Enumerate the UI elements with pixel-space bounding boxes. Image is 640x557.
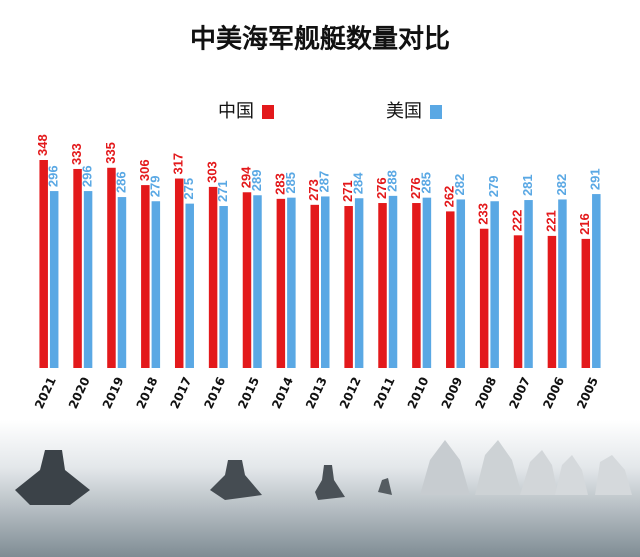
x-tick-label: 2012 [337, 375, 364, 411]
bar [547, 235, 557, 368]
x-tick-label: 2021 [32, 375, 59, 411]
value-label: 279 [147, 176, 162, 198]
x-tick-label: 2010 [405, 375, 432, 411]
x-tick-label: 2009 [439, 375, 466, 411]
bar [310, 204, 319, 368]
value-label: 279 [486, 176, 501, 198]
value-label: 276 [408, 177, 423, 199]
value-label: 216 [577, 213, 592, 235]
value-label: 306 [137, 159, 152, 181]
value-label: 271 [215, 180, 230, 202]
bar [581, 238, 591, 368]
x-tick-label: 2015 [235, 375, 262, 411]
value-label: 275 [181, 178, 196, 200]
value-label: 348 [35, 134, 50, 156]
value-label: 233 [476, 203, 491, 225]
value-label: 303 [205, 161, 220, 183]
value-label: 287 [317, 171, 332, 193]
bar [446, 211, 455, 368]
bar [490, 201, 499, 368]
value-label: 282 [554, 174, 569, 196]
value-label: 335 [103, 142, 118, 164]
x-tick-label: 2013 [303, 375, 330, 411]
bar [185, 203, 194, 368]
background-photo [0, 420, 640, 557]
bar [208, 186, 218, 368]
value-label: 271 [340, 180, 355, 202]
bar [276, 198, 286, 368]
bar [456, 199, 466, 368]
value-label: 283 [272, 173, 287, 195]
legend-swatch [262, 105, 274, 119]
bar [592, 194, 601, 368]
value-label: 285 [283, 172, 298, 194]
value-label: 284 [351, 172, 366, 194]
x-tick-label: 2018 [134, 375, 161, 411]
value-label: 273 [306, 179, 321, 201]
bar [378, 203, 387, 368]
bar [39, 160, 48, 368]
x-tick-label: 2019 [100, 375, 127, 411]
value-label: 282 [452, 174, 467, 196]
value-label: 286 [113, 171, 128, 193]
bar [513, 235, 523, 368]
bar [479, 228, 489, 368]
value-label: 222 [509, 210, 524, 232]
bar [117, 197, 127, 368]
x-tick-label: 2005 [574, 375, 601, 411]
x-tick-label: 2016 [201, 375, 228, 411]
bar [287, 197, 296, 368]
bar [321, 196, 330, 368]
bar [344, 206, 353, 368]
x-tick-label: 2006 [540, 375, 567, 411]
value-label: 333 [69, 143, 84, 165]
bar [388, 195, 398, 368]
legend-label: 美国 [386, 101, 422, 122]
bar [524, 200, 533, 368]
bar [242, 192, 252, 368]
bar [219, 206, 228, 368]
value-label: 262 [442, 186, 457, 208]
value-label: 296 [46, 165, 61, 187]
x-tick-label: 2011 [371, 375, 398, 411]
bar [141, 185, 150, 368]
value-label: 285 [418, 172, 433, 194]
value-label: 281 [520, 174, 535, 196]
bar [354, 198, 364, 368]
bar [151, 201, 161, 368]
value-label: 294 [238, 166, 253, 188]
value-label: 291 [588, 168, 603, 190]
value-label: 221 [543, 210, 558, 232]
chart-title: 中美海军舰艇数量对比 [190, 24, 450, 55]
x-tick-label: 2008 [472, 375, 499, 411]
bar [107, 167, 116, 368]
bar [83, 191, 93, 368]
bar [558, 199, 567, 368]
x-tick-label: 2007 [506, 375, 533, 411]
value-label: 288 [384, 170, 399, 192]
value-label: 296 [80, 165, 95, 187]
bar [49, 191, 59, 368]
bar [412, 203, 421, 368]
x-tick-label: 2014 [269, 375, 296, 411]
value-label: 289 [249, 170, 264, 192]
legend-swatch [430, 105, 442, 119]
value-label: 276 [374, 177, 389, 199]
x-tick-label: 2017 [168, 375, 195, 411]
bar [422, 197, 432, 368]
bar [73, 168, 82, 368]
value-label: 317 [171, 153, 186, 175]
legend-label: 中国 [218, 101, 254, 122]
bar [253, 195, 262, 368]
x-tick-label: 2020 [66, 375, 93, 411]
bar [174, 178, 184, 368]
